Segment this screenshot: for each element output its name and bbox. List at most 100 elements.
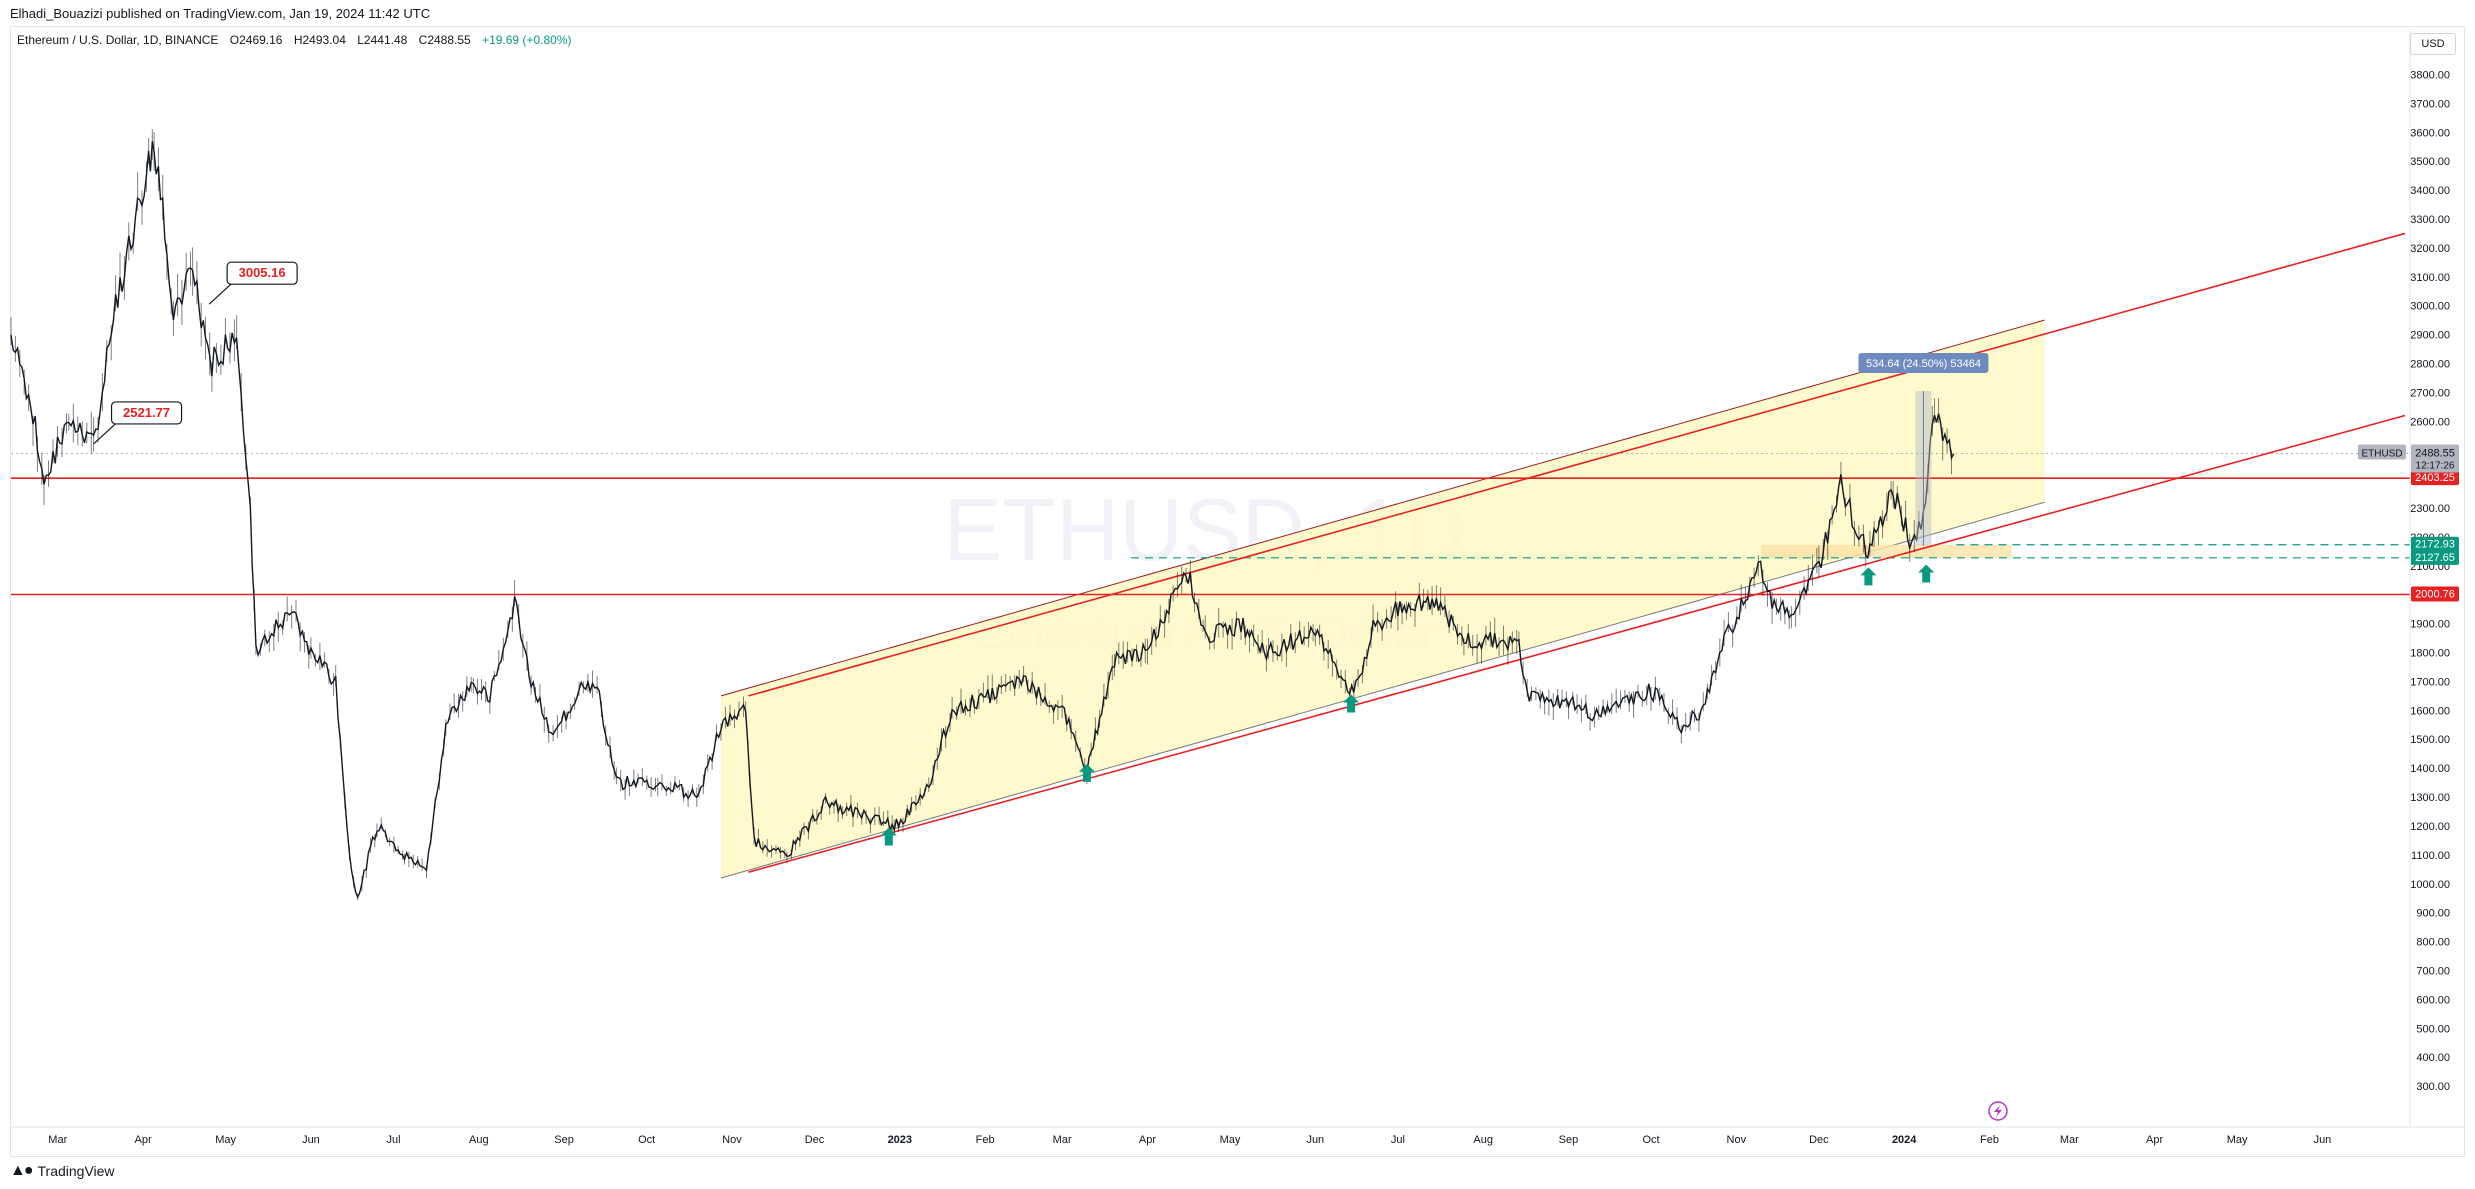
time-tick-label: May [1220,1134,1241,1146]
time-tick-label: Mar [2060,1134,2079,1146]
trendline-0 [748,232,2406,697]
price-tick-label: 3500.00 [2410,156,2450,168]
level-price-tag-0: 2403.25 [2415,472,2455,484]
price-tick-label: 3100.00 [2410,272,2450,284]
price-tick-label: 1600.00 [2410,705,2450,717]
price-tick-label: 3800.00 [2410,69,2450,81]
time-tick-label: Dec [1809,1134,1829,1146]
level-price-tag-2: 2172.93 [2415,539,2455,551]
price-tick-label: 3200.00 [2410,243,2450,255]
support-zone [1761,544,2012,558]
open-value: 2469.16 [239,33,283,47]
time-tick-label: Apr [2146,1134,2163,1146]
low-value: 2441.48 [363,33,408,47]
time-tick-label: Aug [469,1134,489,1146]
price-tick-label: 1100.00 [2411,850,2450,862]
lightning-circle-icon [1988,1101,2008,1121]
time-tick-label: Apr [135,1134,152,1146]
callout-box-1 [110,401,183,425]
time-tick-label: Jun [2314,1134,2332,1146]
measure-label: 534.64 (24.50%) 53464 [1866,358,1981,370]
last-price-tag-bg [2411,444,2459,473]
price-tick-label: 1400.00 [2410,763,2450,775]
symbol-description: Ethereum / U.S. Dollar, 1D, BINANCE [17,33,219,47]
up-arrow-icon-0 [880,827,897,846]
price-tick-label: 3000.00 [2410,301,2450,313]
footer-brand-text: TradingView [37,1163,115,1179]
chart-frame [10,26,2465,1157]
callout-pointer-0 [208,281,234,305]
time-tick-label: Mar [48,1134,67,1146]
time-tick-label: Jun [1306,1134,1324,1146]
time-tick-label: Feb [1980,1134,1999,1146]
lightning-bolt-icon [1994,1105,2002,1117]
price-tick-label: 2700.00 [2410,387,2450,399]
tv-logo-icon: ▲● [10,1162,33,1179]
high-value: 2493.04 [302,33,346,47]
price-tick-label: 1200.00 [2410,821,2450,833]
low-label: L [357,33,364,47]
level-price-tag-0-bg [2411,470,2459,486]
time-tick-label: Nov [1727,1134,1747,1146]
time-tick-label: Jun [302,1134,320,1146]
level-price-tag-1: 2000.76 [2415,589,2455,601]
time-tick-label: Oct [1642,1134,1659,1146]
price-tick-label: 2600.00 [2410,416,2450,428]
measure-label-bg [1858,352,1989,373]
price-tick-label: 900.00 [2416,908,2450,920]
price-tick-label: 1800.00 [2410,648,2450,660]
level-price-tag-3: 2127.65 [2415,552,2455,564]
price-tick-label: 1700.00 [2410,676,2450,688]
price-tick-label: 3600.00 [2410,127,2450,139]
price-tick-label: 700.00 [2416,965,2450,977]
close-label: C [418,33,428,47]
time-tick-label: Sep [1559,1134,1579,1146]
time-tick-label: Apr [1139,1134,1156,1146]
time-tick-label: Mar [1053,1134,1072,1146]
time-tick-label: Jul [1391,1134,1405,1146]
callout-text-1: 2521.77 [123,405,170,420]
time-tick-label: 2024 [1892,1134,1917,1146]
open-label: O [229,33,240,47]
callout-text-0: 3005.16 [239,265,286,280]
channel-fill [720,320,2045,878]
high-label: H [293,33,303,47]
time-tick-label: 2023 [888,1134,912,1146]
currency-selector[interactable]: USD [2410,33,2456,55]
price-tick-label: 3700.00 [2410,98,2450,110]
price-tick-label: 2900.00 [2410,330,2450,342]
up-arrow-icon-1 [1078,763,1095,782]
price-tick-label: 3400.00 [2410,185,2450,197]
change-value: +19.69 (+0.80%) [482,33,572,47]
channel-lower-edge [720,501,2045,879]
price-tick-label: 600.00 [2416,994,2450,1006]
price-tick-label: 800.00 [2416,937,2450,949]
channel-upper-edge [720,319,2045,697]
time-tick-label: May [2227,1134,2248,1146]
time-tick-label: Aug [1473,1134,1493,1146]
footer-brand[interactable]: ▲● TradingView [10,1162,115,1180]
chart-legend: Ethereum / U.S. Dollar, 1D, BINANCE O246… [17,33,571,47]
price-tick-label: 2800.00 [2410,358,2450,370]
symbol-tag-bg [2358,444,2406,460]
price-tick-label: 1500.00 [2410,734,2450,746]
close-value: 2488.55 [427,33,471,47]
up-arrow-icon-4 [1918,564,1935,583]
last-price-countdown: 12:17:26 [2416,461,2455,472]
publisher-line: Elhadi_Bouazizi published on TradingView… [10,6,431,21]
time-tick-label: Feb [976,1134,995,1146]
trendline-1 [748,414,2406,873]
callout-box-0 [226,261,298,285]
time-tick-label: Sep [554,1134,574,1146]
level-price-tag-1-bg [2411,586,2459,602]
time-tick-label: Jul [386,1134,400,1146]
price-tick-label: 500.00 [2416,1023,2450,1035]
price-tick-label: 1900.00 [2410,619,2450,631]
last-price-value: 2488.55 [2415,448,2455,460]
time-tick-label: Oct [638,1134,655,1146]
price-tick-label: 1300.00 [2410,792,2450,804]
time-tick-label: Dec [805,1134,825,1146]
time-tick-label: Nov [722,1134,742,1146]
up-arrow-icon-2 [1343,694,1360,713]
